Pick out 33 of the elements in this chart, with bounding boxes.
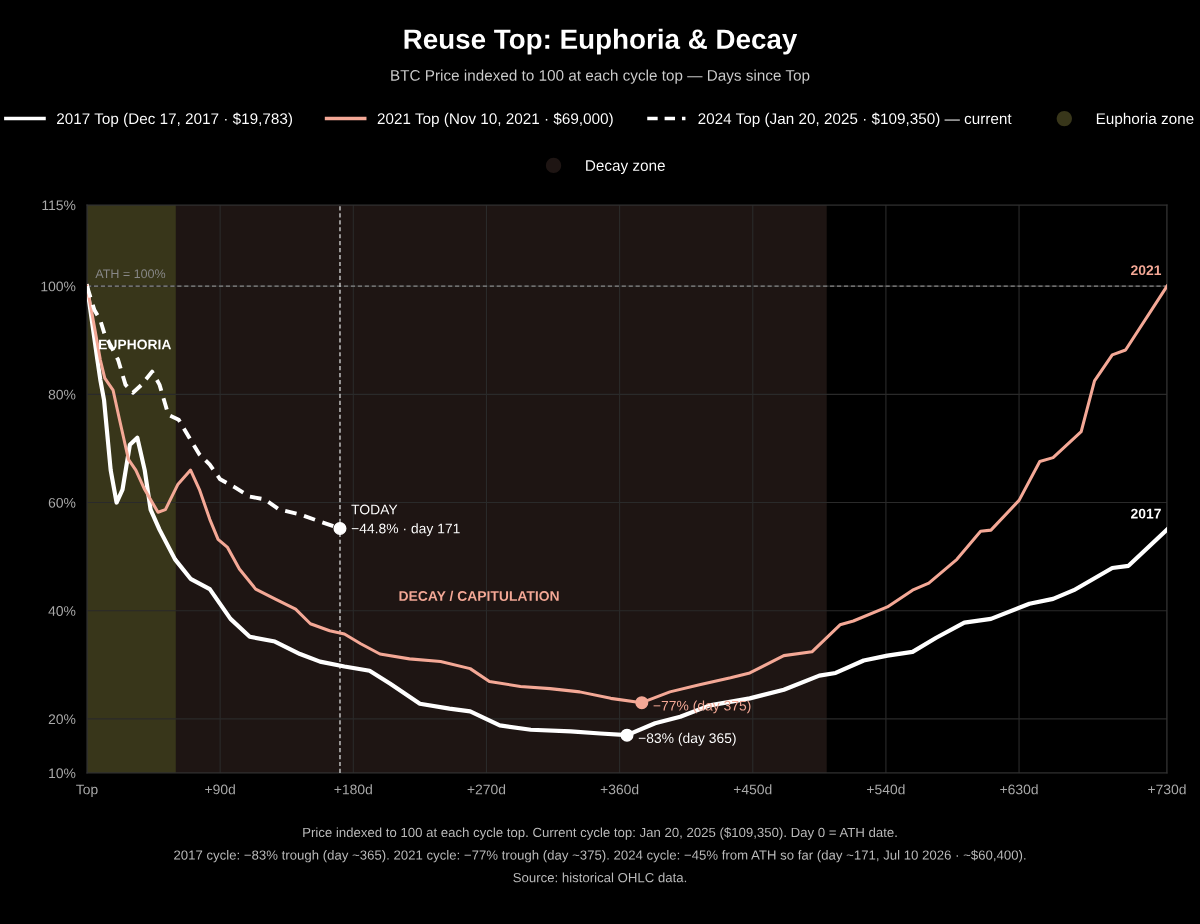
legend-label: Euphoria zone (1096, 112, 1194, 128)
chart-title: Reuse Top: Euphoria & Decay (404, 28, 798, 55)
x-tick-label: +630d (1000, 784, 1038, 795)
y-tick-label: 20% (48, 714, 76, 725)
y-tick-label: 60% (48, 497, 76, 508)
x-tick-label: +360d (600, 784, 639, 795)
text: 2017 cycle: −83% trough (day ~365). 2021 cycle: −77% trough (day ~375). 2024 cycle: −45% from ATH so far (day ~171, Jul 10 2026 · ~$60,400). (174, 849, 1026, 863)
ref-line-label: ATH = 100% (95, 269, 166, 279)
annotation: TODAY −44.8% · day 171 (351, 504, 460, 537)
chart-subtitle: BTC Price indexed to 100 at each cycle top — Days since Top (391, 69, 810, 84)
y-tick-label: 40% (48, 606, 76, 616)
x-tick-label: +540d (867, 784, 905, 795)
legend-label: 2021 Top (Nov 10, 2021 · $69,000) (377, 112, 613, 128)
x-tick-label: +90d (205, 784, 235, 795)
text: Price indexed to 100 at each cycle top. Current cycle top: Jan 20, 2025 ($109,350). Day 0 = ATH date. (303, 827, 897, 840)
y-tick-label: 10% (49, 768, 76, 779)
legend-label: 2017 Top (Dec 17, 2017 · $19,783) (57, 112, 293, 128)
annotation: DECAY / CAPITULATION (399, 590, 559, 602)
annotation: 2017 (1131, 508, 1161, 519)
annotation: −77% (day 375) (653, 700, 751, 714)
legend-label: 2024 Top (Jan 20, 2025 · $109,350) — current (698, 112, 1012, 128)
x-tick-label: +450d (733, 784, 772, 795)
x-tick-label: +270d (467, 784, 506, 795)
x-tick-label: +180d (334, 784, 372, 795)
y-tick-label: 80% (48, 389, 76, 400)
x-tick-label: Top (76, 784, 98, 798)
annotation: −83% (day 365) (638, 732, 736, 746)
source-note: Source: historical OHLC data. (513, 872, 687, 883)
y-tick-label: 115% (42, 200, 76, 211)
x-tick-label: +730d (1148, 784, 1186, 795)
legend-label: Decay zone (586, 160, 665, 174)
annotation: 2021 (1131, 265, 1162, 276)
y-tick-label: 100% (41, 281, 76, 292)
